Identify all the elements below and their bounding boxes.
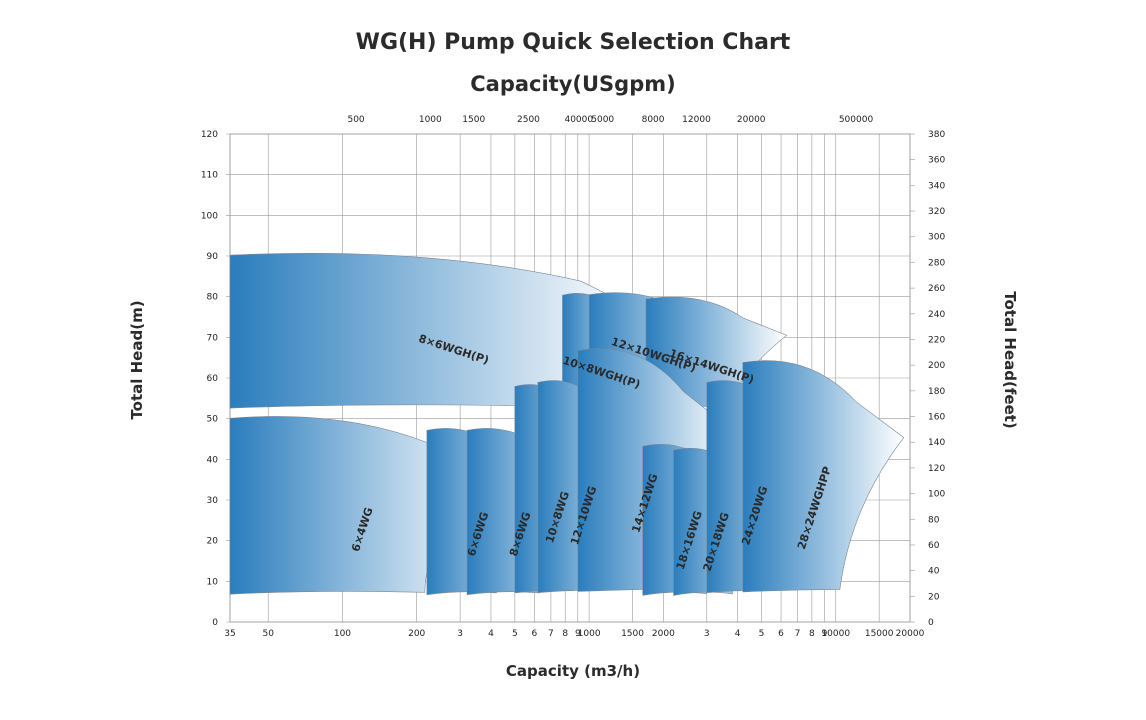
y2-tick-label: 120	[928, 464, 945, 474]
top-tick-label: 5000	[591, 115, 614, 125]
y2-tick-label: 260	[928, 284, 945, 294]
y-tick-label: 110	[201, 171, 218, 181]
chart-title: WG(H) Pump Quick Selection Chart	[355, 30, 791, 55]
top-tick-label: 8000	[642, 115, 665, 125]
top-tick-label: 500000	[839, 115, 874, 125]
y-tick-label: 80	[207, 293, 219, 303]
y-tick-label: 30	[207, 496, 219, 506]
y2-tick-label: 320	[928, 207, 945, 217]
y-tick-label: 50	[207, 415, 219, 425]
top-tick-label: 1500	[462, 115, 485, 125]
y-tick-label: 120	[201, 130, 218, 140]
x-tick-label: 7	[795, 629, 801, 639]
y2-tick-label: 140	[928, 438, 945, 448]
x-tick-label: 8	[809, 629, 815, 639]
y2-tick-label: 40	[928, 567, 940, 577]
y2-tick-label: 300	[928, 233, 945, 243]
x-tick-label: 100	[334, 629, 351, 639]
y2-tick-label: 60	[928, 541, 940, 551]
x-tick-label: 4	[488, 629, 494, 639]
x-tick-label: 4	[735, 629, 741, 639]
y2-tick-label: 280	[928, 258, 945, 268]
x-tick-label: 20000	[896, 629, 925, 639]
x-tick-label: 7	[548, 629, 554, 639]
y-tick-label: 0	[212, 618, 218, 628]
x-tick-label: 9	[575, 629, 581, 639]
y-tick-label: 60	[207, 374, 219, 384]
x-tick-label: 1000	[578, 629, 601, 639]
y-tick-label: 100	[201, 211, 218, 221]
top-axis-title: Capacity(USgpm)	[470, 72, 676, 96]
y2-tick-label: 240	[928, 310, 945, 320]
y2-tick-label: 80	[928, 515, 940, 525]
pump-regions	[229, 252, 905, 596]
x-tick-label: 8	[562, 629, 568, 639]
top-tick-label: 500	[347, 115, 364, 125]
x-tick-label: 6	[532, 629, 538, 639]
x-tick-label: 10000	[821, 629, 850, 639]
x-tick-label: 15000	[865, 629, 894, 639]
y2-tick-label: 360	[928, 156, 945, 166]
top-tick-label: 2500	[517, 115, 540, 125]
y2-tick-label: 0	[928, 618, 934, 628]
x-tick-label: 9	[822, 629, 828, 639]
x-tick-label: 200	[408, 629, 425, 639]
y-tick-label: 10	[207, 577, 219, 587]
x-tick-label: 2000	[652, 629, 675, 639]
y-tick-label: 40	[207, 455, 219, 465]
y2-tick-label: 340	[928, 181, 945, 191]
x-tick-label: 5	[512, 629, 518, 639]
x-tick-label: 3	[704, 629, 710, 639]
y-tick-label: 70	[207, 333, 219, 343]
top-tick-label: 20000	[737, 115, 766, 125]
pump-region	[742, 360, 905, 593]
y2-tick-label: 100	[928, 490, 945, 500]
x-axis-title: Capacity (m3/h)	[505, 662, 641, 680]
x-tick-label: 6	[778, 629, 784, 639]
y2-tick-label: 160	[928, 413, 945, 423]
x-tick-label: 35	[224, 629, 235, 639]
x-tick-label: 5	[759, 629, 765, 639]
x-tick-label: 50	[262, 629, 274, 639]
y2-tick-label: 200	[928, 361, 945, 371]
y2-tick-label: 220	[928, 335, 945, 345]
y-tick-label: 20	[207, 537, 219, 547]
top-tick-label: 40000	[564, 115, 593, 125]
top-tick-label: 1000	[419, 115, 442, 125]
x-tick-label: 1500	[621, 629, 644, 639]
x-tick-label: 3	[457, 629, 463, 639]
top-tick-label: 12000	[682, 115, 711, 125]
y2-tick-label: 380	[928, 130, 945, 140]
y-tick-label: 90	[207, 252, 219, 262]
y2-tick-label: 20	[928, 592, 940, 602]
y2-tick-label: 180	[928, 387, 945, 397]
